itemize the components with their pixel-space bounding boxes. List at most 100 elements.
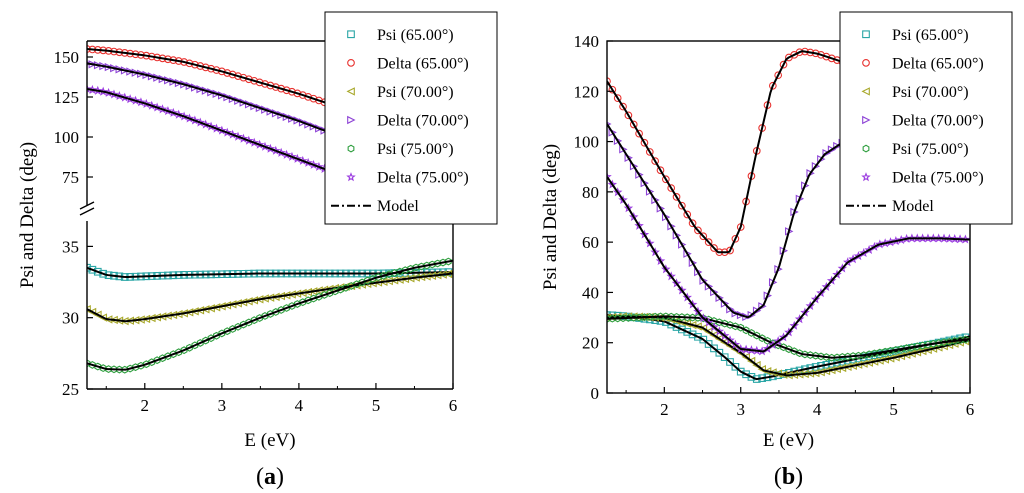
- data-point: [288, 114, 297, 123]
- data-point: [731, 309, 740, 318]
- data-point: [758, 302, 767, 311]
- legend-box: [324, 11, 498, 225]
- data-point: [309, 122, 319, 131]
- legend-label: Delta (70.00°): [377, 113, 469, 130]
- data-point: [704, 327, 713, 336]
- data-point: [768, 81, 777, 90]
- legend-label: Delta (65.00°): [892, 55, 984, 72]
- data-point: [822, 52, 831, 61]
- legend-marker: [862, 59, 870, 67]
- data-point: [635, 129, 643, 138]
- data-point: [98, 313, 108, 322]
- legend-label: Psi (65.00°): [377, 27, 454, 44]
- x-axis-title: E (eV): [763, 430, 814, 451]
- legend-label: Model: [377, 198, 419, 215]
- y-tick-label: 140: [574, 32, 600, 51]
- model-line: [607, 176, 970, 353]
- data-point: [827, 145, 837, 154]
- data-point: [93, 310, 102, 319]
- data-point: [444, 257, 452, 266]
- x-tick-label: 2: [660, 400, 669, 419]
- panel-label-open: (: [774, 464, 782, 490]
- data-point: [752, 306, 762, 315]
- series-5: [607, 171, 970, 356]
- x-tick-label: 2: [141, 396, 150, 415]
- y-tick-label: 100: [54, 128, 80, 147]
- data-point: [747, 373, 756, 381]
- data-point: [736, 310, 746, 320]
- data-point: [315, 124, 324, 133]
- legend: Psi (65.00°) Delta (65.00°) Psi (70.00°) De…: [324, 11, 498, 225]
- data-point: [678, 325, 686, 334]
- data-point: [698, 313, 709, 323]
- model-line: [87, 272, 453, 323]
- data-point: [656, 166, 665, 175]
- panel-label-close: ): [795, 464, 803, 490]
- legend-marker: [862, 30, 870, 39]
- data-point: [87, 359, 91, 368]
- data-point: [726, 246, 734, 255]
- data-point: [667, 184, 676, 192]
- legend-label: Psi (75.00°): [377, 141, 454, 158]
- model-line: [607, 315, 970, 359]
- y-tick-label: 120: [574, 82, 600, 101]
- data-point: [699, 276, 708, 285]
- data-point: [293, 116, 302, 125]
- data-point: [228, 94, 238, 104]
- legend-marker: [347, 59, 355, 67]
- data-point: [640, 138, 649, 147]
- data-point: [239, 98, 248, 107]
- data-point: [683, 210, 692, 219]
- data-point: [277, 110, 286, 120]
- legend-label: Delta (65.00°): [377, 55, 469, 72]
- data-point: [672, 323, 681, 331]
- data-point: [704, 282, 714, 291]
- x-tick-label: 4: [295, 396, 304, 415]
- axis-break-mark: [79, 201, 95, 210]
- panel-label-letter: b: [782, 464, 795, 490]
- legend-label: Delta (70.00°): [892, 113, 984, 130]
- panel-a: 75 100 125 150 25 30 35 2 3 4 5 6 E (eV) Psi and Delt…: [17, 11, 498, 490]
- data-point: [223, 93, 232, 102]
- panel-label: (a): [256, 464, 284, 490]
- data-point: [93, 267, 102, 276]
- y-tick-label: 25: [62, 380, 79, 399]
- data-point: [710, 244, 718, 252]
- panel-label: (b): [774, 464, 803, 490]
- data-point: [746, 356, 756, 366]
- data-point: [688, 330, 697, 339]
- data-point: [234, 96, 243, 105]
- data-point: [651, 157, 659, 165]
- data-point: [87, 83, 92, 94]
- data-point: [613, 94, 622, 102]
- data-point: [709, 330, 718, 340]
- data-point: [827, 54, 836, 63]
- y-tick-label: 150: [54, 48, 80, 67]
- x-tick-label: 3: [736, 400, 745, 419]
- data-point: [619, 102, 627, 111]
- data-point: [736, 367, 745, 376]
- legend-marker: [861, 87, 870, 96]
- panel-b: 0 20 40 60 80 100 120 140 2 3 4 5 6 E (eV) Psi and Del…: [540, 11, 1013, 490]
- y-tick-label: 60: [582, 233, 599, 252]
- legend-marker: [347, 115, 356, 125]
- data-point: [962, 335, 969, 344]
- panel-label-close: ): [276, 464, 284, 490]
- data-point: [742, 312, 751, 322]
- data-point: [87, 263, 91, 272]
- y-tick-label: 125: [54, 88, 80, 107]
- data-point: [678, 201, 686, 210]
- legend-label: Delta (75.00°): [892, 170, 984, 187]
- data-point: [833, 141, 842, 151]
- x-tick-label: 6: [966, 400, 975, 419]
- data-point: [742, 370, 750, 379]
- data-point: [741, 352, 750, 362]
- data-point: [104, 271, 113, 280]
- panel-label-letter: a: [264, 464, 276, 490]
- x-tick-label: 5: [372, 396, 381, 415]
- data-point: [315, 96, 323, 105]
- legend-marker: [862, 144, 870, 153]
- y-tick-label: 35: [62, 237, 79, 256]
- data-point: [752, 375, 761, 383]
